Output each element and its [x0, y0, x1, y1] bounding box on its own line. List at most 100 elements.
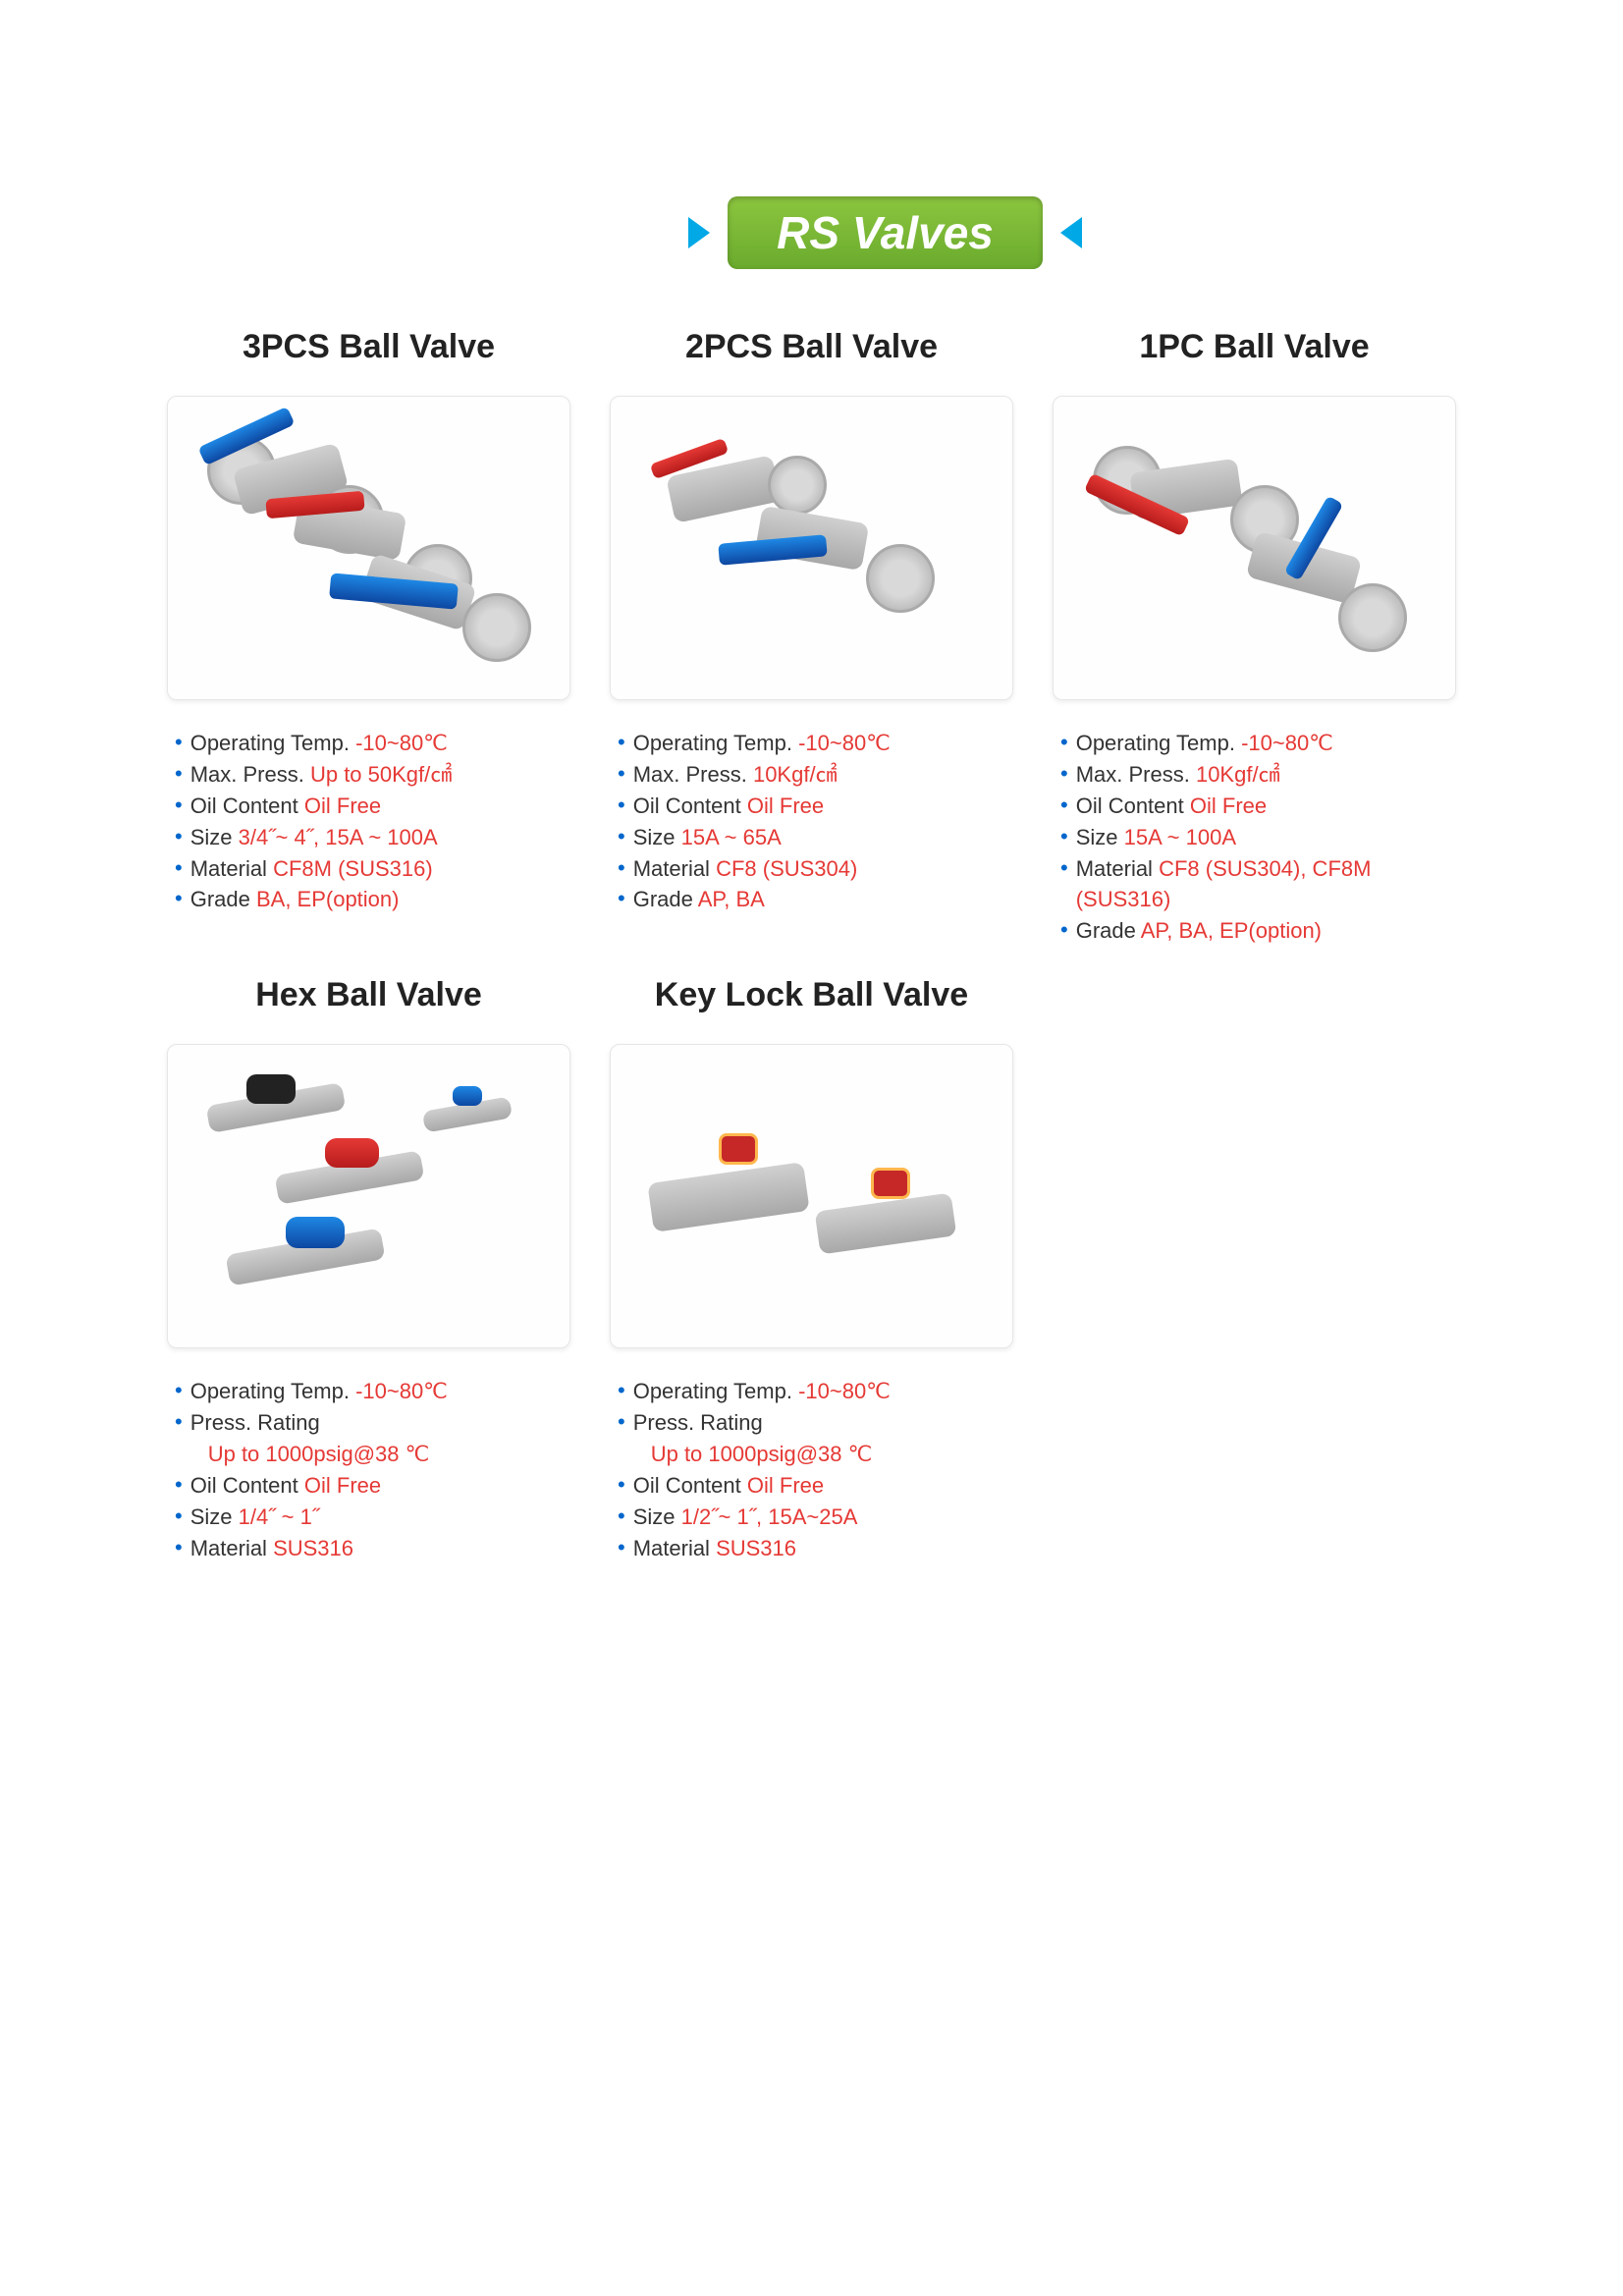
product-specs: •Operating Temp. -10~80℃•Max. Press. Up …: [167, 728, 570, 915]
spec-text: Oil Content Oil Free: [190, 1470, 381, 1502]
spec-value: 1/2˝~ 1˝, 15A~25A: [681, 1504, 858, 1529]
spec-line: •Size 1/2˝~ 1˝, 15A~25A: [618, 1502, 1013, 1533]
product-image-keylock: [610, 1044, 1013, 1348]
spec-text: Oil Content Oil Free: [633, 1470, 824, 1502]
spec-text: Material CF8 (SUS304): [633, 853, 858, 885]
product-card-3pcs: 3PCS Ball Valve •Operating Temp. -10~80℃…: [167, 328, 570, 947]
spec-value: 1/4˝ ~ 1˝: [239, 1504, 320, 1529]
product-card-hex: Hex Ball Valve •Operating Temp. -10~80℃•…: [167, 976, 570, 1563]
spec-line: •Material CF8 (SUS304): [618, 853, 1013, 885]
spec-label: Size: [633, 1504, 681, 1529]
spec-value: SUS316: [273, 1536, 353, 1560]
product-specs: • Operating Temp. -10~80℃ • Press. Rating U…: [610, 1376, 1013, 1563]
spec-text: Oil Content Oil Free: [633, 791, 824, 822]
spec-text: Size 3/4˝~ 4˝, 15A ~ 100A: [190, 822, 438, 853]
bullet-icon: •: [618, 1533, 625, 1563]
spec-label: Operating Temp.: [633, 1379, 798, 1403]
spec-value: Oil Free: [304, 1473, 381, 1498]
product-title: 3PCS Ball Valve: [167, 328, 570, 366]
spec-label: Max. Press.: [1076, 762, 1196, 787]
bullet-icon: •: [175, 759, 183, 790]
spec-value: Oil Free: [747, 1473, 824, 1498]
spec-value: Up to 1000psig@38 ℃: [190, 1439, 430, 1470]
spec-text: Grade AP, BA: [633, 884, 765, 915]
spec-text: Press. Rating Up to 1000psig@38 ℃: [633, 1407, 873, 1470]
title-band: RS Valves: [314, 196, 1456, 269]
product-card-keylock: Key Lock Ball Valve • Operating Temp. -10…: [610, 976, 1013, 1563]
spec-text: Operating Temp. -10~80℃: [190, 1376, 448, 1407]
product-title: Hex Ball Valve: [167, 976, 570, 1014]
spec-value: Oil Free: [304, 793, 381, 818]
spec-text: Operating Temp. -10~80℃: [190, 728, 448, 759]
spec-value: -10~80℃: [1241, 731, 1333, 755]
spec-line: • Max. Press. 10Kgf/㎠: [1060, 759, 1456, 791]
spec-value: CF8 (SUS304): [716, 856, 857, 881]
spec-text: Size 15A ~ 65A: [633, 822, 782, 853]
bullet-icon: •: [175, 1407, 183, 1438]
bullet-icon: •: [1060, 822, 1068, 852]
spec-text: Oil Content Oil Free: [1076, 791, 1267, 822]
spec-label: Press. Rating: [633, 1410, 763, 1435]
spec-label: Operating Temp.: [633, 731, 798, 755]
bullet-icon: •: [175, 1533, 183, 1563]
spec-text: Oil Content Oil Free: [190, 791, 381, 822]
spec-text: Size 1/2˝~ 1˝, 15A~25A: [633, 1502, 858, 1533]
bullet-icon: •: [175, 728, 183, 758]
spec-line: •Size 1/4˝ ~ 1˝: [175, 1502, 570, 1533]
bullet-icon: •: [175, 1502, 183, 1532]
spec-text: Grade BA, EP(option): [190, 884, 400, 915]
spec-line: •Operating Temp. -10~80℃: [175, 1376, 570, 1407]
spec-line: • Material SUS316: [618, 1533, 1013, 1564]
spec-text: Size 15A ~ 100A: [1076, 822, 1236, 853]
bullet-icon: •: [618, 884, 625, 914]
spec-label: Max. Press.: [633, 762, 753, 787]
spec-line: •Grade AP, BA, EP(option): [1060, 915, 1456, 947]
spec-value: Oil Free: [1190, 793, 1267, 818]
bullet-icon: •: [1060, 759, 1068, 790]
spec-value: -10~80℃: [798, 731, 891, 755]
spec-text: Material SUS316: [633, 1533, 796, 1564]
spec-label: Max. Press.: [190, 762, 310, 787]
product-title: Key Lock Ball Valve: [610, 976, 1013, 1014]
spec-text: Material SUS316: [190, 1533, 353, 1564]
spec-text: Material CF8M (SUS316): [190, 853, 433, 885]
spec-label: Material: [190, 856, 273, 881]
spec-text: Max. Press. 10Kgf/㎠: [1076, 759, 1280, 791]
spec-label: Size: [633, 825, 681, 849]
spec-label: Oil Content: [633, 1473, 747, 1498]
spec-line: •Oil Content Oil Free: [175, 791, 570, 822]
bullet-icon: •: [618, 759, 625, 790]
product-title: 1PC Ball Valve: [1053, 328, 1456, 366]
product-image-1pc: [1053, 396, 1456, 700]
spec-line: •Size 3/4˝~ 4˝, 15A ~ 100A: [175, 822, 570, 853]
spec-label: Material: [190, 1536, 273, 1560]
spec-label: Oil Content: [190, 793, 304, 818]
spec-label: Grade: [633, 887, 698, 911]
product-title: 2PCS Ball Valve: [610, 328, 1013, 366]
spec-value: SUS316: [716, 1536, 796, 1560]
spec-line: • Grade AP, BA: [618, 884, 1013, 915]
spec-value: 15A ~ 100A: [1124, 825, 1236, 849]
bullet-icon: •: [175, 1470, 183, 1501]
spec-line: • Operating Temp. -10~80℃: [618, 728, 1013, 759]
spec-value: -10~80℃: [798, 1379, 891, 1403]
spec-label: Press. Rating: [190, 1410, 320, 1435]
spec-value: -10~80℃: [355, 731, 448, 755]
bullet-icon: •: [618, 1376, 625, 1406]
spec-text: Max. Press. 10Kgf/㎠: [633, 759, 838, 791]
spec-line: •Material CF8M (SUS316): [175, 853, 570, 885]
spec-value: Up to 1000psig@38 ℃: [633, 1439, 873, 1470]
bullet-icon: •: [618, 728, 625, 758]
spec-label: Operating Temp.: [190, 731, 355, 755]
bullet-icon: •: [175, 1376, 183, 1406]
spec-text: Operating Temp. -10~80℃: [633, 1376, 891, 1407]
spec-text: Grade AP, BA, EP(option): [1076, 915, 1322, 947]
product-grid: 3PCS Ball Valve •Operating Temp. -10~80℃…: [167, 328, 1456, 1564]
spec-text: Press. Rating Up to 1000psig@38 ℃: [190, 1407, 430, 1470]
spec-label: Grade: [1076, 918, 1141, 943]
bullet-icon: •: [618, 1407, 625, 1438]
spec-line: • Press. Rating Up to 1000psig@38 ℃: [618, 1407, 1013, 1470]
spec-line: •Press. Rating Up to 1000psig@38 ℃: [175, 1407, 570, 1470]
spec-label: Material: [1076, 856, 1159, 881]
bullet-icon: •: [175, 791, 183, 821]
